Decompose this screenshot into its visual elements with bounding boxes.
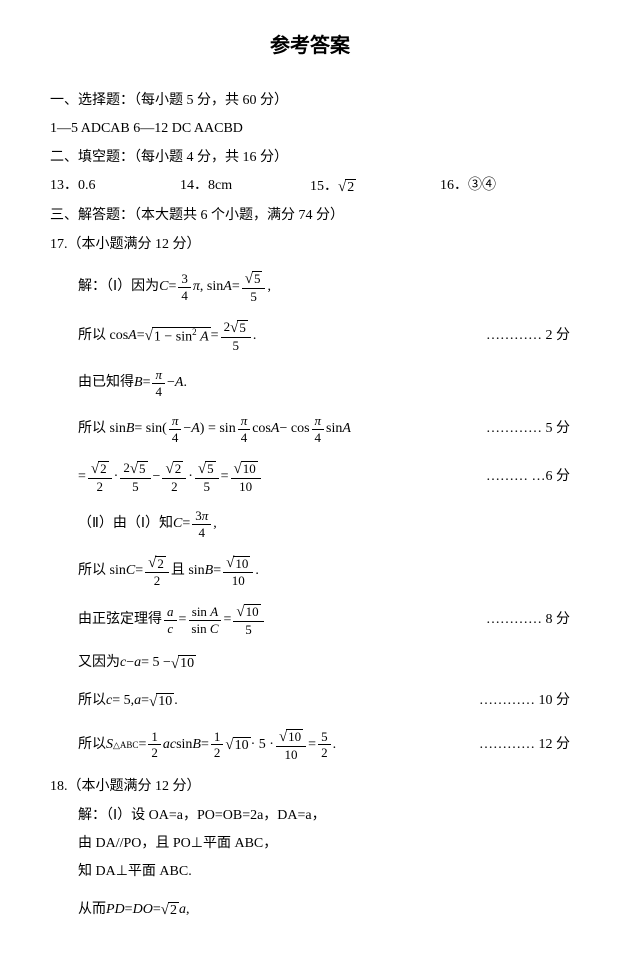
q17-line7: 所以 sin C = 22 且 sin B = 1010. bbox=[78, 554, 570, 589]
ans-16: 16．③④ bbox=[440, 175, 570, 199]
score-8: ………… 8 分 bbox=[486, 609, 570, 631]
q17-line11: 所以 S△ABC = 12ac sin B = 1210 · 5 · 1010 … bbox=[78, 728, 570, 763]
q17-line8: 由正弦定理得 ac = sin Asin C = 105 ………… 8 分 bbox=[78, 603, 570, 638]
score-10: ………… 10 分 bbox=[479, 690, 570, 712]
score-2: ………… 2 分 bbox=[486, 325, 570, 347]
ans-15: 15．2 bbox=[310, 175, 440, 199]
score-5: ………… 5 分 bbox=[486, 418, 570, 440]
ans-13: 13．0.6 bbox=[50, 175, 180, 199]
q17-line3: 由已知得 B = π4 − A. bbox=[78, 367, 570, 399]
section2-heading: 二、填空题：（每小题 4 分，共 16 分） bbox=[50, 147, 570, 169]
q18-line2: 由 DA//PO，且 PO⊥平面 ABC， bbox=[78, 833, 570, 855]
q17-heading: 17.（本小题满分 12 分） bbox=[50, 234, 570, 256]
q17-line2: 所以 cos A = 1 − sin2 A = 255. ………… 2 分 bbox=[78, 319, 570, 354]
q18-line1: 解：（Ⅰ）设 OA=a，PO=OB=2a，DA=a， bbox=[78, 805, 570, 827]
page-title: 参考答案 bbox=[50, 30, 570, 62]
q17-line6: （Ⅱ）由（Ⅰ）知C = 3π4, bbox=[78, 508, 570, 540]
fill-blank-row: 13．0.6 14．8cm 15．2 16．③④ bbox=[50, 175, 570, 199]
section3-heading: 三、解答题：（本大题共 6 个小题，满分 74 分） bbox=[50, 205, 570, 227]
q17-line9: 又因为 c − a = 5 − 10 bbox=[78, 652, 570, 676]
q17-line10: 所以 c = 5, a = 10. ………… 10 分 bbox=[78, 690, 570, 714]
section1-heading: 一、选择题：（每小题 5 分，共 60 分） bbox=[50, 90, 570, 112]
section1-answers: 1—5 ADCAB 6—12 DC AACBD bbox=[50, 118, 570, 140]
score-6: ……… …6 分 bbox=[486, 466, 570, 488]
q17-line4: 所以 sin B = sin( π4 − A) = sin π4 cos A −… bbox=[78, 413, 570, 445]
score-12: ………… 12 分 bbox=[479, 734, 570, 756]
q18-line3: 知 DA⊥平面 ABC. bbox=[78, 861, 570, 883]
q18-heading: 18.（本小题满分 12 分） bbox=[50, 776, 570, 798]
q17-line5: = 22 · 255 − 22 · 55 = 1010 ……… …6 分 bbox=[78, 460, 570, 495]
ans-14: 14．8cm bbox=[180, 175, 310, 199]
q18-line4: 从而 PD = DO = 2a, bbox=[78, 898, 570, 922]
q17-line1: 解：（Ⅰ）因为 C = 34π, sin A = 55, bbox=[78, 270, 570, 305]
